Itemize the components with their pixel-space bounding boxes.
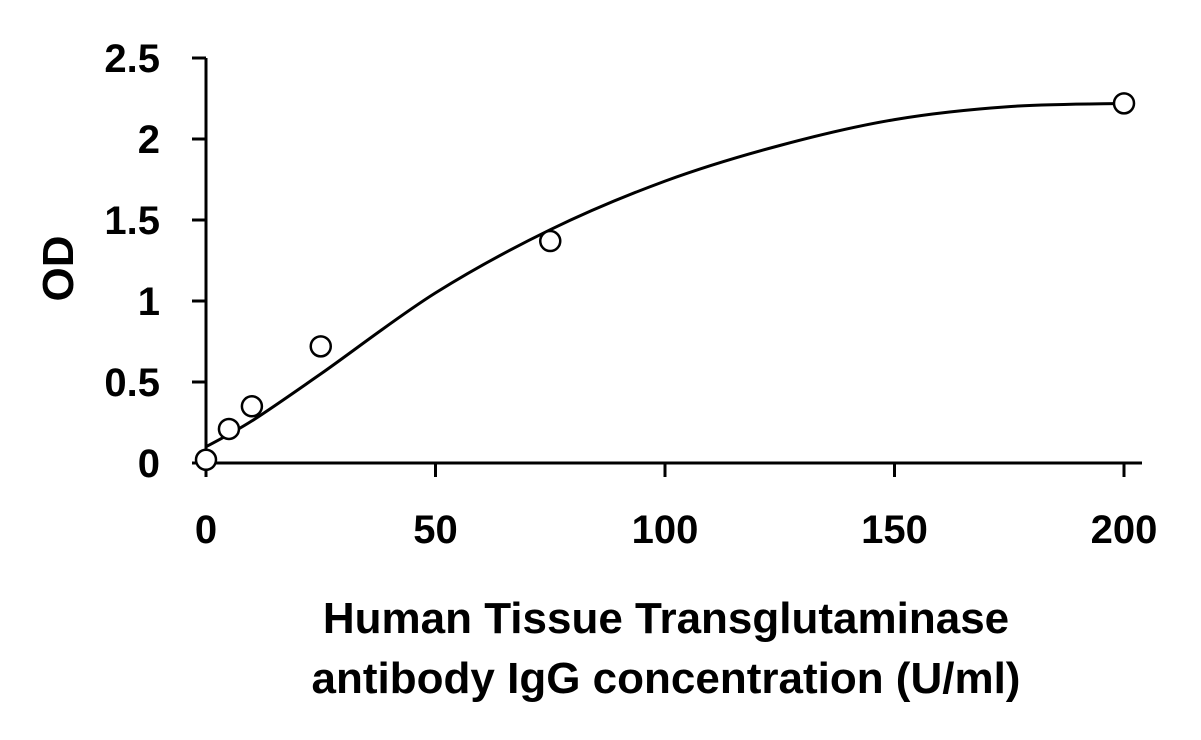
x-axis-title-line-1: Human Tissue Transglutaminase (323, 594, 1009, 643)
y-tick-label: 1 (138, 280, 160, 324)
data-points (194, 92, 1136, 472)
x-tick-label: 50 (413, 508, 458, 552)
y-axis-title: OD (34, 236, 83, 302)
x-tick-label: 200 (1091, 508, 1158, 552)
fit-curve (205, 101, 1125, 449)
y-tick-label: 2 (138, 118, 160, 162)
data-point (240, 395, 264, 418)
data-point (309, 335, 332, 358)
data-point (194, 448, 218, 472)
y-tick-label: 0 (138, 442, 160, 486)
x-ticks: 0 50 100 150 200 (195, 463, 1158, 552)
data-point (539, 229, 562, 253)
x-tick-label: 100 (632, 508, 699, 552)
y-ticks: 0 0.5 1 1.5 2 2.5 (104, 37, 206, 486)
y-tick-label: 2.5 (104, 37, 160, 81)
x-tick-label: 0 (195, 508, 217, 552)
x-axis-title-line-2: antibody IgG concentration (U/ml) (312, 654, 1021, 703)
y-tick-label: 1.5 (104, 199, 160, 243)
data-point (217, 417, 241, 441)
x-tick-label: 150 (861, 508, 928, 552)
y-tick-label: 0.5 (104, 361, 160, 405)
axes (192, 58, 1142, 465)
data-point (1112, 92, 1136, 115)
